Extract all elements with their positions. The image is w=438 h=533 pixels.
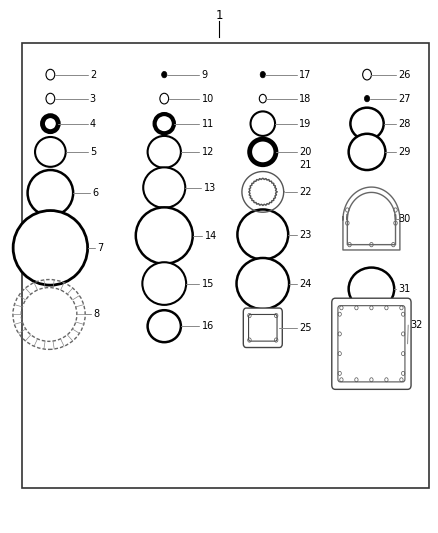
Text: 30: 30	[399, 214, 411, 223]
Text: 19: 19	[299, 119, 311, 128]
Ellipse shape	[13, 211, 88, 285]
Text: 20: 20	[299, 147, 311, 157]
Circle shape	[46, 69, 55, 80]
Bar	[22, 43, 429, 488]
FancyBboxPatch shape	[332, 298, 411, 389]
FancyBboxPatch shape	[338, 306, 405, 382]
Circle shape	[259, 94, 266, 103]
Text: 32: 32	[410, 320, 423, 330]
Text: 16: 16	[201, 321, 214, 331]
Circle shape	[160, 93, 169, 104]
Ellipse shape	[143, 167, 185, 208]
Text: 28: 28	[399, 119, 411, 128]
FancyBboxPatch shape	[249, 314, 277, 341]
Ellipse shape	[350, 108, 384, 140]
Text: 8: 8	[93, 310, 99, 319]
Text: 3: 3	[90, 94, 96, 103]
Ellipse shape	[148, 136, 181, 168]
Text: 22: 22	[299, 187, 312, 197]
Text: 29: 29	[399, 147, 411, 157]
Text: 14: 14	[205, 231, 217, 240]
Ellipse shape	[349, 134, 385, 170]
Text: 9: 9	[201, 70, 208, 79]
Ellipse shape	[250, 139, 276, 165]
Circle shape	[46, 93, 55, 104]
Text: 12: 12	[201, 147, 214, 157]
Text: 7: 7	[98, 243, 104, 253]
Text: 23: 23	[299, 230, 311, 239]
Ellipse shape	[251, 111, 275, 136]
Text: 4: 4	[90, 119, 96, 128]
Text: 10: 10	[201, 94, 214, 103]
Text: 6: 6	[92, 188, 98, 198]
Ellipse shape	[42, 116, 58, 132]
FancyBboxPatch shape	[244, 308, 282, 348]
Ellipse shape	[349, 268, 394, 310]
Ellipse shape	[142, 262, 186, 305]
Text: 27: 27	[399, 94, 411, 103]
Text: 11: 11	[201, 119, 214, 128]
Ellipse shape	[155, 114, 174, 133]
Text: 18: 18	[299, 94, 311, 103]
Ellipse shape	[136, 207, 193, 264]
Text: 31: 31	[399, 284, 411, 294]
Text: 17: 17	[299, 70, 311, 79]
Ellipse shape	[148, 310, 181, 342]
Text: 13: 13	[204, 183, 216, 192]
Text: 15: 15	[201, 279, 214, 288]
Circle shape	[364, 95, 370, 102]
Text: 24: 24	[299, 279, 311, 288]
Ellipse shape	[237, 258, 289, 309]
Text: 26: 26	[399, 70, 411, 79]
Text: 5: 5	[90, 147, 96, 157]
Ellipse shape	[28, 170, 73, 216]
Ellipse shape	[237, 209, 288, 260]
Circle shape	[260, 71, 265, 78]
Ellipse shape	[35, 137, 66, 167]
Circle shape	[162, 71, 167, 78]
Circle shape	[363, 69, 371, 80]
Text: 1: 1	[215, 10, 223, 22]
Text: 2: 2	[90, 70, 96, 79]
Text: 25: 25	[299, 323, 312, 333]
Text: 21: 21	[299, 160, 311, 170]
